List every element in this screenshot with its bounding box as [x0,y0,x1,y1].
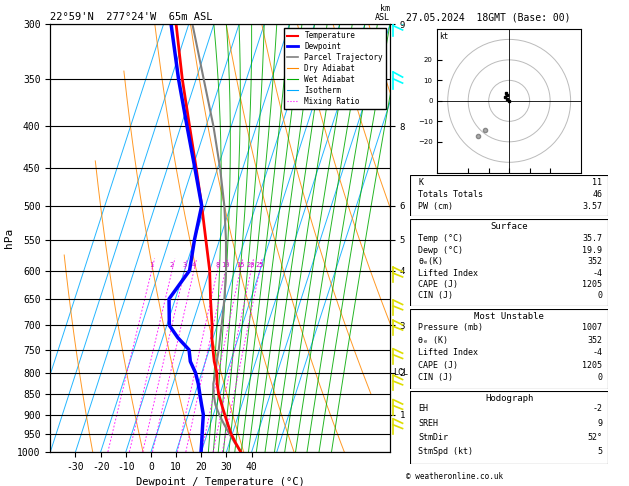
Text: Lifted Index: Lifted Index [418,269,478,278]
Text: 352: 352 [587,257,603,266]
Text: 4: 4 [192,261,196,268]
Text: 15: 15 [236,261,245,268]
Text: 1007: 1007 [582,323,603,332]
Text: Temp (°C): Temp (°C) [418,234,463,243]
Text: 1205: 1205 [582,361,603,369]
Text: Pressure (mb): Pressure (mb) [418,323,483,332]
Text: 46: 46 [593,190,603,199]
Text: 1: 1 [150,261,154,268]
Text: CIN (J): CIN (J) [418,291,453,300]
Text: StmDir: StmDir [418,433,448,442]
Text: θₑ(K): θₑ(K) [418,257,443,266]
Text: Dewp (°C): Dewp (°C) [418,246,463,255]
Text: 3.57: 3.57 [582,202,603,211]
Text: θₑ (K): θₑ (K) [418,335,448,345]
Text: Most Unstable: Most Unstable [474,312,544,321]
Text: Totals Totals: Totals Totals [418,190,483,199]
Text: StmSpd (kt): StmSpd (kt) [418,447,473,456]
Text: 52°: 52° [587,433,603,442]
Text: CAPE (J): CAPE (J) [418,280,458,289]
Text: 25: 25 [255,261,264,268]
Text: EH: EH [418,404,428,414]
Text: 11: 11 [593,178,603,187]
Legend: Temperature, Dewpoint, Parcel Trajectory, Dry Adiabat, Wet Adiabat, Isotherm, Mi: Temperature, Dewpoint, Parcel Trajectory… [284,28,386,109]
Text: Surface: Surface [491,222,528,231]
Text: 0: 0 [598,373,603,382]
Text: 352: 352 [587,335,603,345]
Text: kt: kt [440,33,448,41]
Text: LCL: LCL [393,368,408,377]
Text: Lifted Index: Lifted Index [418,348,478,357]
Text: PW (cm): PW (cm) [418,202,453,211]
Text: -4: -4 [593,269,603,278]
Text: 3: 3 [182,261,187,268]
Text: 27.05.2024  18GMT (Base: 00): 27.05.2024 18GMT (Base: 00) [406,12,571,22]
Y-axis label: hPa: hPa [4,228,14,248]
Text: SREH: SREH [418,418,438,428]
Text: 22°59'N  277°24'W  65m ASL: 22°59'N 277°24'W 65m ASL [50,12,213,22]
Text: 5: 5 [598,447,603,456]
Text: CAPE (J): CAPE (J) [418,361,458,369]
Text: K: K [418,178,423,187]
Text: 19.9: 19.9 [582,246,603,255]
Text: -2: -2 [593,404,603,414]
Text: 20: 20 [247,261,255,268]
X-axis label: Dewpoint / Temperature (°C): Dewpoint / Temperature (°C) [136,477,304,486]
Text: 2: 2 [170,261,174,268]
Text: 8: 8 [215,261,220,268]
Text: CIN (J): CIN (J) [418,373,453,382]
Text: 9: 9 [598,418,603,428]
Text: 1205: 1205 [582,280,603,289]
Text: 35.7: 35.7 [582,234,603,243]
Text: 10: 10 [221,261,230,268]
Text: © weatheronline.co.uk: © weatheronline.co.uk [406,472,503,481]
Text: Hodograph: Hodograph [485,394,533,403]
Text: 0: 0 [598,291,603,300]
Text: -4: -4 [593,348,603,357]
Text: km
ASL: km ASL [375,4,390,22]
